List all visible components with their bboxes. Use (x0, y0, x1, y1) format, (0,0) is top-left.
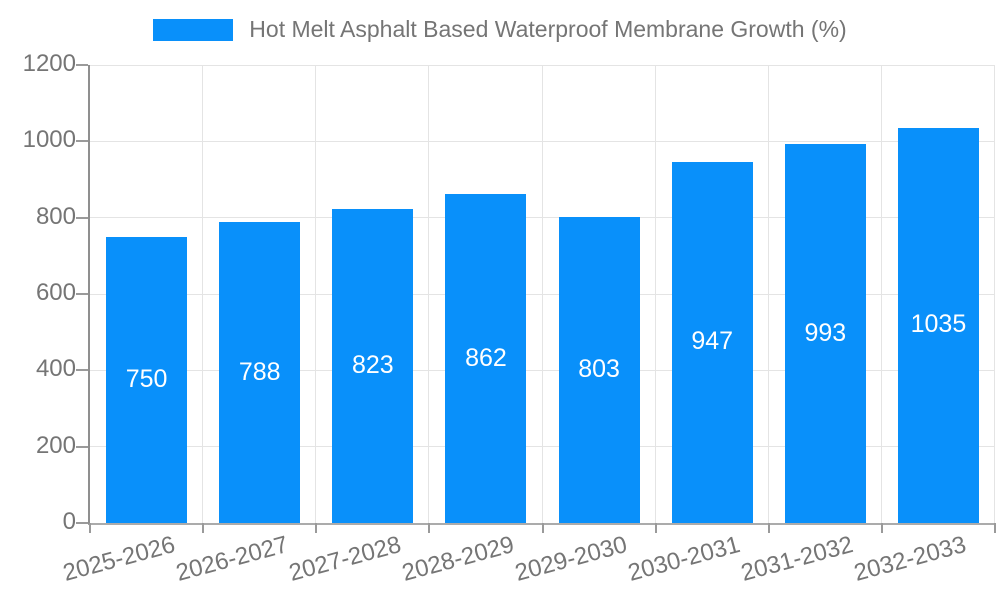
gridline-horizontal (90, 369, 995, 371)
bar-value-label: 750 (125, 364, 168, 393)
bar-2032-2033[interactable] (897, 127, 979, 523)
y-axis-tick-label: 600 (35, 279, 76, 306)
bar-2029-2030[interactable] (558, 216, 640, 523)
y-axis-tick-mark (76, 140, 88, 143)
gridline-horizontal (90, 446, 995, 448)
y-axis-tick-label: 0 (62, 508, 76, 535)
gridline-horizontal (90, 293, 995, 295)
bar-2027-2028[interactable] (332, 208, 414, 523)
x-axis-tick-mark (880, 523, 883, 533)
y-axis-tick-label: 400 (35, 355, 76, 383)
bar-value-label: 862 (465, 343, 507, 372)
x-axis-tick-mark (89, 523, 91, 533)
bar-value-label: 1035 (910, 310, 967, 339)
y-axis-tick-label: 1000 (22, 126, 76, 154)
y-axis-tick-mark (76, 293, 88, 295)
x-axis-tick-mark (202, 523, 205, 533)
y-axis-tick-label: 200 (35, 431, 76, 459)
bar-value-label: 823 (351, 350, 394, 379)
y-axis-tick-mark (76, 445, 88, 448)
x-axis-tick-mark (541, 523, 544, 533)
bar-value-label: 947 (691, 327, 734, 356)
x-axis-tick-mark (428, 523, 431, 533)
plot-area: 750 788 823 862 803 947 993 1035 (76, 64, 996, 533)
gridline-vertical (767, 65, 769, 523)
bar-value-label: 803 (578, 354, 620, 383)
y-axis-tick-mark (76, 369, 88, 372)
bar-2030-2031[interactable] (671, 161, 753, 523)
y-axis-tick-label: 800 (35, 202, 76, 230)
gridline-horizontal (90, 217, 995, 219)
gridline-horizontal (90, 64, 995, 66)
bar-2026-2027[interactable] (219, 222, 301, 523)
y-axis-tick-label: 1200 (22, 50, 76, 77)
legend-label: Hot Melt Asphalt Based Waterproof Membra… (249, 16, 847, 42)
bar-value-label: 993 (804, 318, 847, 347)
gridline-vertical (315, 65, 317, 523)
x-axis-tick-mark (767, 523, 770, 533)
y-axis-tick-mark (76, 64, 88, 66)
bar-2028-2029[interactable] (445, 194, 527, 523)
gridline-vertical (880, 65, 882, 523)
legend-color-swatch (153, 18, 234, 41)
gridline-vertical (428, 65, 430, 523)
gridline-horizontal (90, 140, 995, 142)
bar-2031-2032[interactable] (784, 144, 866, 523)
gridline-vertical (654, 65, 656, 523)
legend[interactable]: Hot Melt Asphalt Based Waterproof Membra… (0, 16, 1000, 43)
gridline-vertical (202, 65, 204, 523)
y-axis-tick-mark (76, 522, 88, 524)
y-axis-tick-mark (76, 216, 88, 219)
x-axis-tick-mark (315, 523, 318, 533)
x-axis-tick-mark (994, 523, 996, 533)
bar-2025-2026[interactable] (106, 236, 188, 523)
gridline-vertical (541, 65, 543, 523)
gridline-vertical (994, 65, 995, 523)
bar-value-label: 788 (238, 357, 281, 386)
x-axis-tick-mark (654, 523, 657, 533)
